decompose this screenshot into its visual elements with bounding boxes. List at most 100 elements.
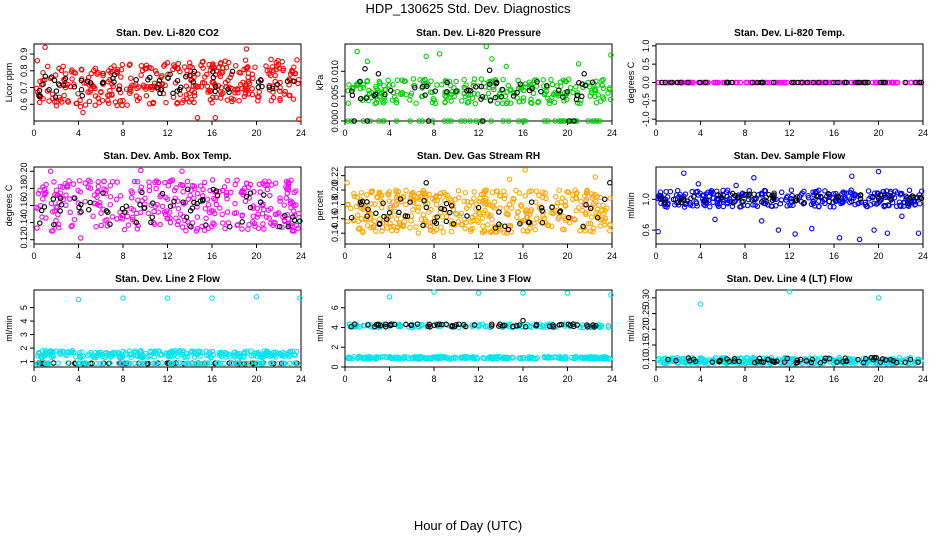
- data-point: [493, 188, 500, 194]
- data-point: [473, 84, 479, 90]
- data-point: [371, 92, 377, 99]
- data-point: [574, 100, 581, 106]
- chart-title: Stan. Dev. Line 4 (LT) Flow: [727, 274, 853, 285]
- data-point: [261, 192, 267, 198]
- data-point: [522, 193, 528, 199]
- data-point: [117, 354, 124, 361]
- data-point: [907, 356, 914, 363]
- data-point: [372, 100, 378, 107]
- data-point: [576, 80, 582, 86]
- data-point: [418, 216, 425, 223]
- data-point: [199, 59, 206, 65]
- x-tick-label: 4: [76, 251, 81, 261]
- data-point: [740, 202, 747, 208]
- data-point: [396, 209, 402, 216]
- data-point: [583, 211, 589, 218]
- data-point: [875, 193, 881, 200]
- data-point: [223, 189, 230, 196]
- data-point: [510, 195, 517, 202]
- data-point: [365, 206, 371, 212]
- data-point: [237, 354, 244, 361]
- y-tick-label: 0: [330, 364, 340, 369]
- y-tick-label: 2: [19, 346, 29, 351]
- data-point: [464, 213, 470, 219]
- data-point: [36, 87, 43, 94]
- data-point: [461, 198, 467, 205]
- data-point: [282, 88, 288, 95]
- data-point: [885, 194, 891, 200]
- data-point: [906, 187, 913, 194]
- data-point: [363, 95, 370, 101]
- y-tick-label: -0.5: [641, 93, 651, 109]
- data-point: [550, 324, 556, 330]
- data-point: [267, 192, 273, 199]
- data-point: [223, 64, 230, 71]
- data-point: [438, 205, 444, 212]
- data-point: [534, 78, 540, 85]
- data-point: [183, 83, 190, 90]
- data-point: [781, 359, 788, 365]
- data-point: [277, 198, 283, 204]
- data-point: [47, 348, 54, 354]
- y-axis-label: degrees C: [4, 184, 14, 226]
- y-tick-label: 0.22: [330, 167, 340, 185]
- data-point: [841, 190, 848, 196]
- data-point: [520, 290, 526, 296]
- data-point: [287, 198, 294, 204]
- data-point: [597, 194, 604, 201]
- x-tick-label: 20: [251, 251, 261, 261]
- data-point: [805, 195, 812, 201]
- data-point: [909, 193, 916, 199]
- data-point: [701, 360, 707, 366]
- data-point: [138, 72, 144, 78]
- data-point: [150, 200, 156, 206]
- data-point: [890, 357, 896, 364]
- data-point: [242, 198, 249, 205]
- data-point: [213, 201, 220, 208]
- data-point: [191, 183, 197, 189]
- data-point: [422, 92, 428, 98]
- data-point: [389, 97, 396, 103]
- data-point: [183, 96, 190, 102]
- data-point: [153, 70, 160, 77]
- data-point: [462, 225, 468, 232]
- data-point: [429, 195, 436, 202]
- data-point: [63, 192, 69, 198]
- data-point: [479, 198, 486, 205]
- data-point: [899, 213, 905, 220]
- data-point: [254, 350, 260, 356]
- data-point: [810, 199, 817, 205]
- data-point: [247, 360, 254, 366]
- data-point: [893, 203, 900, 210]
- data-point: [100, 70, 107, 77]
- data-point: [105, 100, 112, 106]
- data-point: [261, 351, 267, 357]
- data-point: [186, 60, 193, 66]
- data-point: [591, 118, 597, 124]
- data-point: [461, 354, 468, 360]
- data-point: [403, 187, 409, 194]
- data-point: [471, 355, 477, 361]
- data-point: [667, 356, 674, 363]
- x-tick-label: 24: [296, 251, 306, 261]
- data-point: [550, 322, 556, 328]
- data-point: [354, 48, 360, 55]
- x-tick-label: 0: [31, 128, 36, 138]
- data-point: [566, 118, 572, 124]
- data-point: [522, 81, 529, 87]
- data-point: [501, 195, 508, 202]
- data-point: [42, 348, 49, 354]
- data-point: [365, 208, 372, 215]
- data-point: [224, 177, 231, 184]
- data-point: [264, 350, 270, 357]
- data-point: [573, 195, 580, 201]
- data-point: [734, 355, 741, 362]
- data-point: [95, 179, 101, 185]
- data-point: [127, 84, 134, 91]
- data-point: [266, 215, 272, 221]
- data-point: [783, 194, 790, 201]
- data-point: [708, 190, 714, 196]
- data-point: [385, 77, 391, 84]
- data-point: [526, 219, 533, 226]
